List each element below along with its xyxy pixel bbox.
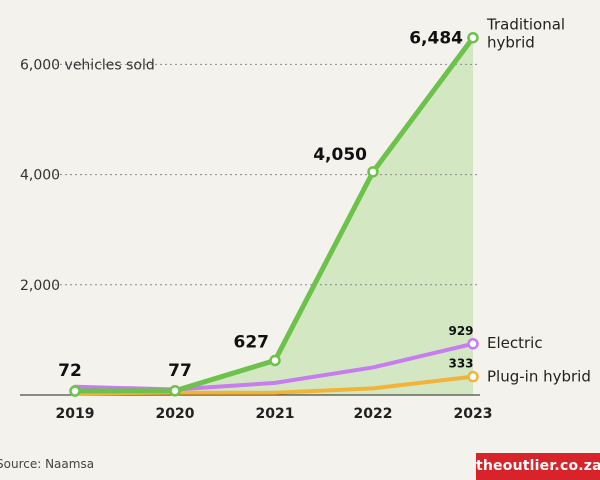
data-label-traditional-hybrid-2022: 4,050: [313, 145, 367, 165]
x-tick-label-2019: 2019: [56, 406, 95, 422]
x-tick-label-2023: 2023: [454, 406, 493, 422]
y-tick-label-2: 6,000 vehicles sold: [20, 57, 155, 73]
x-tick-label-2022: 2022: [354, 406, 393, 422]
source-note: Source: Naamsa: [0, 457, 95, 471]
series-name-0-line-1: hybrid: [487, 34, 535, 52]
data-label-series-1-2023: 929: [448, 324, 473, 338]
y-tick-label-0: 2,000: [20, 278, 60, 294]
series-name-1-line-0: Electric: [487, 334, 543, 352]
x-tick-label-2021: 2021: [256, 406, 295, 422]
data-label-traditional-hybrid-2021: 627: [234, 332, 270, 352]
series-name-0-line-0: Traditional: [486, 16, 565, 34]
data-label-traditional-hybrid-2019: 72: [58, 361, 82, 381]
point-series-1-2023: [467, 338, 479, 350]
point-traditional-hybrid-2020: [169, 385, 181, 397]
data-label-traditional-hybrid-2020: 77: [168, 361, 192, 381]
point-traditional-hybrid-2019: [69, 385, 81, 397]
y-tick-label-1: 4,000: [20, 168, 60, 184]
x-tick-label-2020: 2020: [156, 406, 195, 422]
point-traditional-hybrid-2021: [269, 354, 281, 367]
data-label-series-2-2023: 333: [448, 357, 473, 371]
data-label-traditional-hybrid-2023: 6,484: [409, 29, 463, 49]
series-name-2-line-0: Plug-in hybrid: [487, 368, 591, 386]
point-traditional-hybrid-2023: [467, 31, 479, 44]
brand-badge[interactable]: theoutlier.co.za: [476, 453, 600, 480]
point-traditional-hybrid-2022: [367, 166, 379, 178]
area-fill-traditional-hybrid: [75, 37, 473, 396]
point-series-2-2023: [467, 370, 479, 383]
